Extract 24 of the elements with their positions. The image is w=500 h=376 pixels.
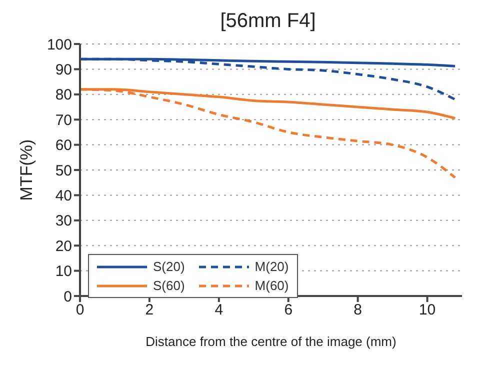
y-tick-label: 90 bbox=[55, 62, 72, 79]
y-tick-label: 50 bbox=[55, 162, 72, 180]
legend-label: S(60) bbox=[153, 278, 185, 293]
x-axis-title: Distance from the centre of the image (mm) bbox=[146, 334, 396, 349]
x-tick-label: 10 bbox=[418, 302, 436, 319]
y-tick-label: 80 bbox=[55, 86, 72, 104]
x-tick-label: 4 bbox=[214, 302, 224, 319]
y-tick-label: 10 bbox=[55, 263, 72, 280]
x-tick-label: 6 bbox=[284, 302, 293, 319]
legend-label: M(60) bbox=[254, 278, 289, 293]
chart-title: [56mm F4] bbox=[219, 10, 317, 33]
legend-label: S(20) bbox=[153, 259, 185, 274]
x-tick-label: 0 bbox=[76, 302, 84, 319]
y-axis-title: MTF(%) bbox=[17, 139, 36, 201]
y-tick-label: 0 bbox=[64, 288, 72, 306]
y-tick-label: 30 bbox=[55, 212, 72, 230]
x-tick-label: 8 bbox=[354, 302, 362, 319]
y-tick-label: 70 bbox=[55, 112, 72, 129]
y-tick-label: 20 bbox=[55, 238, 72, 255]
y-tick-label: 100 bbox=[46, 36, 72, 54]
y-tick-label: 40 bbox=[55, 188, 72, 205]
y-tick-label: 60 bbox=[55, 137, 72, 154]
legend-label: M(20) bbox=[254, 259, 289, 274]
x-tick-label: 2 bbox=[145, 302, 154, 319]
